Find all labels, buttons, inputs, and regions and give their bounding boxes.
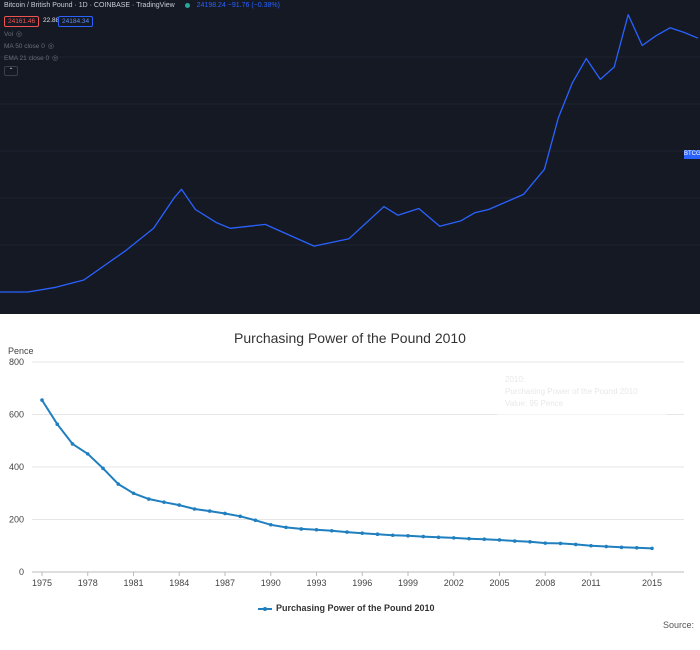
eye-slash-icon[interactable]: ◎: [47, 43, 54, 50]
x-tick-label: 2005: [489, 578, 509, 588]
collapse-indicators-button[interactable]: ⌃: [4, 66, 18, 76]
buy-button[interactable]: 24184.34: [58, 16, 94, 27]
data-point[interactable]: [390, 533, 395, 538]
data-point[interactable]: [558, 541, 563, 546]
data-point[interactable]: [314, 527, 319, 532]
x-tick-label: 1993: [306, 578, 326, 588]
indicator-label: MA 50 close 0: [4, 43, 45, 50]
indicator-label: Vol: [4, 31, 14, 38]
x-tick-label: 2008: [535, 578, 555, 588]
data-point[interactable]: [619, 545, 624, 550]
sell-button[interactable]: 24161.46: [4, 16, 40, 27]
data-point[interactable]: [253, 518, 258, 523]
source-label: Source:: [662, 620, 694, 630]
y-axis-unit: Pence: [8, 346, 34, 356]
tooltip-value: Value: 95 Pence: [505, 399, 564, 408]
data-point[interactable]: [40, 398, 44, 402]
x-tick-label: 1996: [352, 578, 372, 588]
x-tick-label: 1978: [78, 578, 98, 588]
x-tick-label: 1990: [261, 578, 281, 588]
x-tick-label: 1981: [123, 578, 143, 588]
y-tick-label: 200: [9, 515, 24, 525]
x-tick-label: 2011: [581, 578, 600, 588]
data-point[interactable]: [268, 522, 273, 527]
eye-slash-icon[interactable]: ◎: [52, 55, 59, 62]
data-point[interactable]: [131, 491, 136, 496]
x-tick-label: 2015: [642, 578, 662, 588]
quote-change: 24198.24 −91.76 (−0.38%): [196, 2, 280, 9]
eye-slash-icon[interactable]: ◎: [16, 31, 23, 38]
legend-label: Purchasing Power of the Pound 2010: [276, 603, 435, 613]
market-status-icon: [184, 2, 190, 8]
data-point[interactable]: [116, 482, 121, 486]
exchange-label: COINBASE: [93, 2, 131, 9]
indicator-ma50[interactable]: MA 50 close 0 ◎: [4, 42, 54, 50]
data-point[interactable]: [573, 542, 578, 547]
purchasing-power-plot: 0 200 400 600 800 1975 1978 1981 1984 1987 1990 199…: [9, 357, 684, 588]
indicator-label: EMA 21 close 0: [4, 55, 50, 62]
data-point[interactable]: [329, 528, 334, 533]
data-point[interactable]: [360, 531, 365, 535]
data-point[interactable]: [482, 537, 487, 541]
indicator-vol[interactable]: Vol ◎: [4, 30, 22, 38]
data-point[interactable]: [238, 514, 243, 519]
data-point[interactable]: [436, 535, 441, 540]
interval-label[interactable]: 1D: [78, 2, 88, 9]
data-point[interactable]: [528, 540, 532, 544]
data-point[interactable]: [406, 533, 410, 538]
x-tick-label: 1999: [398, 578, 418, 588]
data-point[interactable]: [177, 503, 182, 507]
data-point[interactable]: [497, 538, 502, 542]
tooltip-series: Purchasing Power of the Pound 2010: [505, 387, 638, 396]
data-point[interactable]: [299, 527, 304, 531]
y-tick-label: 0: [19, 567, 24, 577]
data-point[interactable]: [543, 541, 548, 545]
legend-item[interactable]: Purchasing Power of the Pound 2010: [258, 603, 435, 613]
purchasing-power-chart: 0 200 400 600 800 1975 1978 1981 1984 1987 1990 199…: [0, 314, 700, 650]
y-tick-label: 800: [9, 357, 24, 367]
data-point[interactable]: [589, 543, 593, 548]
indicator-ema21[interactable]: EMA 21 close 0 ◎: [4, 54, 58, 62]
data-point[interactable]: [55, 422, 60, 427]
tooltip-title: 2010:: [505, 375, 526, 384]
x-tick-label: 2002: [444, 578, 464, 588]
tradingview-chart[interactable]: Bitcoin / British Pound · 1D · COINBASE …: [0, 0, 700, 314]
data-point[interactable]: [512, 539, 517, 543]
chart-tooltip: 2010: Purchasing Power of the Pound 2010…: [497, 374, 667, 434]
data-point[interactable]: [650, 546, 654, 551]
data-point[interactable]: [421, 534, 426, 539]
data-point[interactable]: [375, 532, 380, 536]
data-point[interactable]: [85, 452, 90, 456]
data-point[interactable]: [192, 507, 197, 511]
legend-swatch: [258, 606, 272, 611]
last-price-tag: BTCGBP: [684, 150, 700, 159]
y-tick-label: 400: [9, 462, 24, 472]
x-tick-label: 1987: [215, 578, 235, 588]
data-point[interactable]: [146, 497, 151, 501]
spread-value: 22.88: [43, 17, 60, 24]
data-point[interactable]: [101, 466, 105, 471]
data-point[interactable]: [207, 509, 212, 513]
data-point[interactable]: [451, 536, 456, 540]
data-point[interactable]: [223, 511, 227, 516]
data-point[interactable]: [634, 546, 639, 550]
data-point[interactable]: [162, 500, 166, 504]
data-point[interactable]: [284, 525, 288, 530]
data-point[interactable]: [345, 530, 349, 534]
symbol-name: Bitcoin / British Pound: [4, 2, 73, 9]
x-tick-label: 1984: [169, 578, 189, 588]
tradingview-plot[interactable]: [0, 0, 700, 314]
price-series-line: [0, 14, 699, 293]
x-tick-label: 1975: [32, 578, 52, 588]
data-point[interactable]: [467, 536, 471, 541]
symbol-header: Bitcoin / British Pound · 1D · COINBASE …: [4, 2, 280, 9]
source-label: TradingView: [136, 2, 175, 9]
chart-title: Purchasing Power of the Pound 2010: [234, 330, 466, 346]
data-point[interactable]: [70, 442, 75, 446]
y-tick-label: 600: [9, 410, 24, 420]
data-point[interactable]: [604, 544, 609, 549]
